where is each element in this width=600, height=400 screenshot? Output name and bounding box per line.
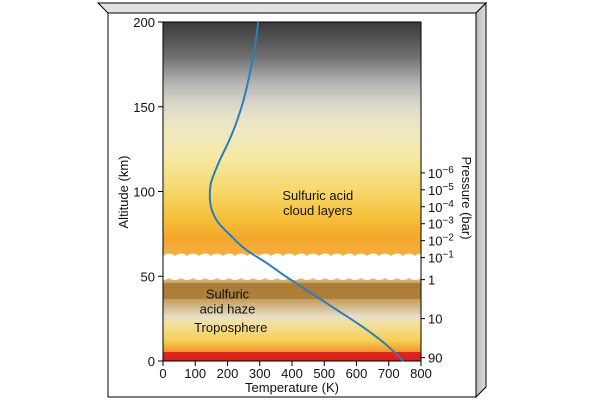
region-annotations: Sulfuric acid cloud layers Sulfuric acid ha… <box>194 188 353 335</box>
region-label: Troposphere <box>194 320 267 335</box>
pressure-tick-label: 10−5 <box>428 182 454 198</box>
y-tick-label: 100 <box>133 185 155 200</box>
atmosphere-background <box>163 22 421 361</box>
cloud-top-band <box>163 253 421 280</box>
y-tick-label: 150 <box>133 100 155 115</box>
x-tick-label: 800 <box>410 366 432 381</box>
y-axis-label: Altitude (km) <box>116 156 131 229</box>
x-axis-label: Temperature (K) <box>245 380 339 395</box>
x-tick-label: 200 <box>217 366 239 381</box>
pressure-axis: 90 10 1 10−110−210−310−410−510−6 <box>421 165 454 366</box>
box-side-face <box>475 1 487 399</box>
region-label: Sulfuric acid haze <box>200 286 256 316</box>
y-axis: 0 50 100 150 200 <box>133 15 163 369</box>
x-tick-label: 100 <box>184 366 206 381</box>
pressure-tick-label: 10−4 <box>428 199 454 215</box>
region-label: Sulfuric acid cloud layers <box>282 188 353 218</box>
pressure-tick-label: 1 <box>428 273 435 288</box>
troposphere-base <box>163 352 421 361</box>
x-tick-label: 400 <box>281 366 303 381</box>
pressure-tick-label: 10−1 <box>428 250 454 266</box>
x-axis: 0 100 200 300 400 500 600 700 800 <box>159 361 432 381</box>
y-tick-label: 200 <box>133 15 155 30</box>
box-top-face <box>96 2 488 14</box>
temperature-profile-line <box>208 21 404 362</box>
haze-band <box>163 283 421 299</box>
x-tick-label: 600 <box>346 366 368 381</box>
pressure-tick-label: 10−3 <box>428 216 454 232</box>
x-tick-label: 500 <box>313 366 335 381</box>
pressure-tick-label: 10−6 <box>428 165 454 181</box>
pressure-tick-label: 10 <box>428 312 442 327</box>
y-tick-label: 50 <box>141 269 155 284</box>
y-tick-label: 0 <box>148 354 155 369</box>
pressure-tick-label: 10−2 <box>428 233 454 249</box>
x-tick-label: 700 <box>378 366 400 381</box>
pressure-axis-label: Pressure (bar) <box>459 156 474 239</box>
pressure-tick-label: 90 <box>428 351 442 366</box>
x-tick-label: 300 <box>249 366 271 381</box>
x-tick-label: 0 <box>159 366 166 381</box>
